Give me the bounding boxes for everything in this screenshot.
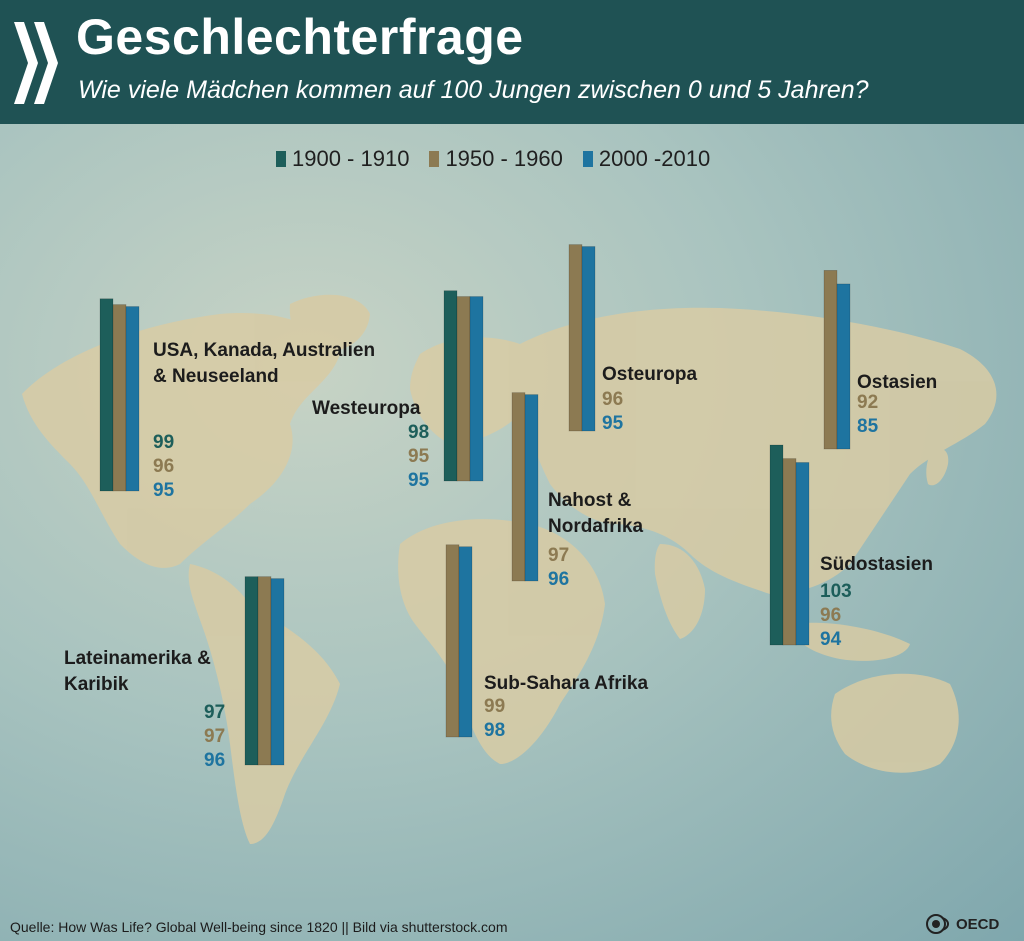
bar-region-6-series-1: [257, 576, 272, 766]
bar-region-2-series-1: [568, 244, 583, 432]
legend-swatch-1950: [429, 151, 440, 167]
data-label-region-3-series-1: 97: [548, 545, 570, 566]
data-label-region-2-series-1: 96: [602, 389, 624, 410]
data-label-region-0-series-0: 99: [153, 432, 175, 453]
region-label-4: Ostasien: [857, 370, 937, 396]
legend-label-2000: 2000 -2010: [598, 146, 711, 171]
region-label-line: Lateinamerika &: [64, 648, 211, 669]
bar-region-5-series-2: [795, 462, 810, 646]
bar-region-5-series-0: [769, 444, 784, 646]
data-label-region-5-series-1: 96: [820, 605, 842, 626]
bar-region-6-series-0: [244, 576, 259, 766]
bar-region-0-series-1: [112, 304, 127, 492]
bar-region-6-series-2: [270, 578, 285, 766]
region-label-3: Nahost & Nordafrika: [548, 488, 643, 540]
data-label-region-6-series-0: 97: [204, 702, 226, 723]
region-label-5: Südostasien: [820, 552, 933, 578]
data-label-region-4-series-2: 85: [857, 416, 879, 437]
chevron-right-icon: [14, 22, 58, 104]
legend-item-1900: 1900 - 1910: [276, 146, 409, 172]
page-title: Geschlechterfrage: [76, 9, 524, 65]
legend-label-1900: 1900 - 1910: [292, 146, 410, 171]
region-label-line: & Neuseeland: [153, 366, 279, 387]
bar-region-1-series-0: [443, 290, 458, 482]
data-label-region-1-series-1: 95: [408, 446, 430, 467]
region-label-2: Osteuropa: [602, 362, 697, 388]
bar-region-7-series-2: [458, 546, 473, 738]
data-label-region-7-series-2: 98: [484, 720, 506, 741]
bar-region-1-series-2: [469, 296, 484, 482]
region-label-7: Sub-Sahara Afrika: [484, 671, 648, 697]
legend-label-1950: 1950 - 1960: [445, 146, 563, 171]
region-label-1: Westeuropa: [312, 396, 420, 422]
oecd-logo-text: OECD: [956, 915, 1000, 933]
bar-region-0-series-2: [125, 306, 140, 492]
region-label-line: Ostasien: [857, 372, 938, 393]
legend-swatch-2000: [582, 151, 593, 167]
data-label-region-2-series-2: 95: [602, 413, 624, 434]
oecd-logo-icon: [926, 914, 949, 934]
region-label-line: Nordafrika: [548, 516, 644, 537]
data-label-region-1-series-0: 98: [408, 422, 430, 443]
bar-region-3-series-2: [524, 394, 539, 582]
data-label-region-0-series-1: 96: [153, 456, 175, 477]
data-label-region-6-series-2: 96: [204, 750, 226, 771]
data-label-region-0-series-2: 95: [153, 480, 175, 501]
region-label-line: Osteuropa: [602, 364, 698, 385]
data-label-region-6-series-1: 97: [204, 726, 226, 747]
world-map-illustration: [22, 294, 997, 844]
region-label-line: Karibik: [64, 674, 129, 695]
bar-region-7-series-1: [445, 544, 460, 738]
chart-legend: 1900 - 1910 1950 - 1960 2000 -2010: [276, 146, 710, 172]
data-label-region-5-series-0: 103: [820, 581, 852, 602]
bar-region-1-series-1: [456, 296, 471, 482]
bar-region-4-series-1: [823, 270, 838, 450]
bar-region-5-series-1: [782, 458, 797, 646]
region-label-line: Sub-Sahara Afrika: [484, 673, 649, 694]
bar-region-3-series-1: [511, 392, 526, 582]
legend-swatch-1900: [276, 151, 286, 167]
bar-region-0-series-0: [99, 298, 114, 492]
region-label-line: Westeuropa: [312, 398, 421, 419]
legend-item-2000: 2000 -2010: [582, 146, 711, 172]
bar-region-2-series-2: [581, 246, 596, 432]
region-label-line: USA, Kanada, Australien: [153, 340, 376, 361]
data-label-region-7-series-1: 99: [484, 696, 506, 717]
header-banner: Geschlechterfrage Wie viele Mädchen komm…: [0, 0, 1024, 124]
oecd-logo: OECD: [926, 914, 999, 934]
page-subtitle: Wie viele Mädchen kommen auf 100 Jungen …: [78, 76, 869, 104]
source-note: Quelle: How Was Life? Global Well-being …: [10, 919, 508, 935]
data-label-region-1-series-2: 95: [408, 470, 430, 491]
bar-region-4-series-2: [836, 283, 851, 450]
legend-item-1950: 1950 - 1960: [429, 146, 563, 172]
data-label-region-5-series-2: 94: [820, 629, 842, 650]
data-label-region-4-series-1: 92: [857, 392, 879, 413]
region-label-6: Lateinamerika & Karibik: [64, 646, 211, 698]
region-label-line: Nahost &: [548, 490, 632, 511]
region-label-0: USA, Kanada, Australien & Neuseeland: [153, 338, 375, 390]
region-label-line: Südostasien: [820, 554, 933, 575]
data-label-region-3-series-2: 96: [548, 569, 570, 590]
